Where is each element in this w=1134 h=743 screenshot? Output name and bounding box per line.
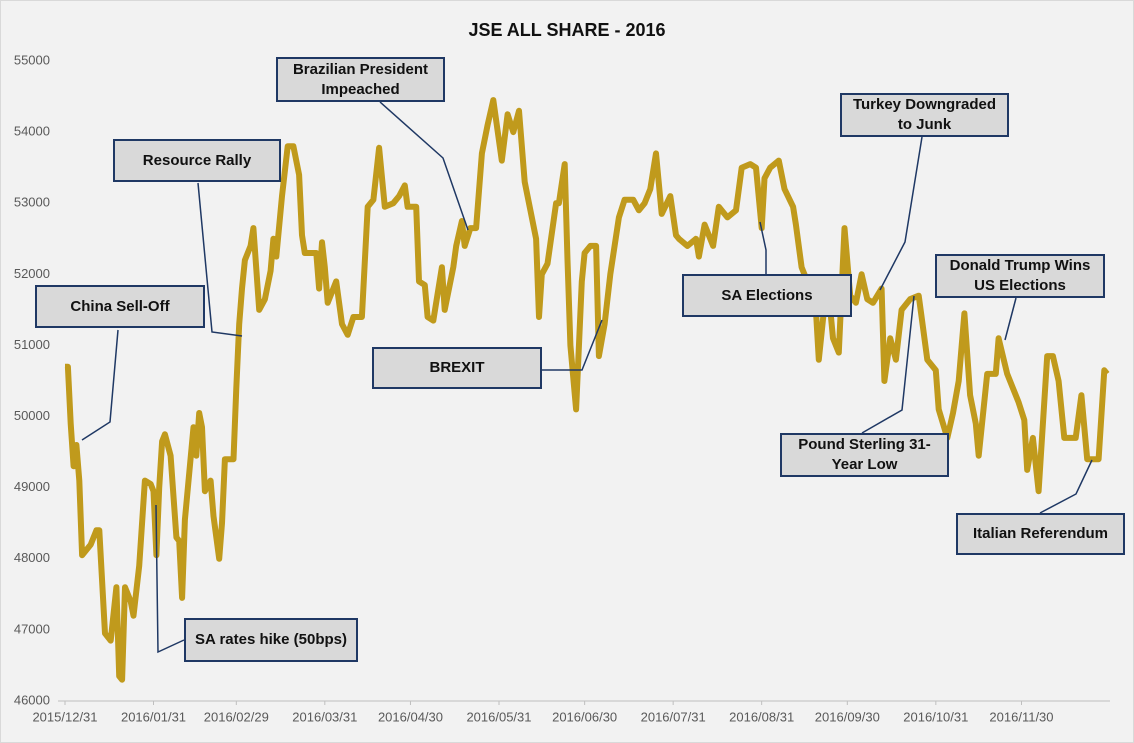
x-tick-label: 2016/11/30	[989, 709, 1053, 724]
annotation-leader	[197, 182, 243, 337]
annotation-leader	[1039, 459, 1093, 514]
y-tick-label: 55000	[14, 52, 50, 67]
annotation: SA Elections	[682, 274, 852, 317]
x-tick-label: 2016/04/30	[378, 709, 443, 724]
annotation: Brazilian President Impeached	[276, 57, 445, 102]
y-tick-label: 52000	[14, 266, 50, 281]
x-tick-label: 2016/05/31	[466, 709, 531, 724]
x-tick-label: 2016/06/30	[552, 709, 617, 724]
annotation-leader	[542, 319, 603, 371]
annotation-leader	[879, 136, 923, 291]
annotation-leader	[1004, 297, 1017, 341]
y-tick-label: 51000	[14, 337, 50, 352]
x-tick-label: 2016/08/31	[729, 709, 794, 724]
annotation: Resource Rally	[113, 139, 281, 182]
annotation-leader	[155, 504, 185, 654]
annotation: China Sell-Off	[35, 285, 205, 328]
y-tick-label: 50000	[14, 408, 50, 423]
x-tick-label: 2015/12/31	[32, 709, 97, 724]
y-tick-label: 53000	[14, 195, 50, 210]
y-tick-label: 46000	[14, 692, 50, 707]
annotation-leader	[861, 295, 915, 434]
y-tick-label: 54000	[14, 124, 50, 139]
annotation: BREXIT	[372, 347, 542, 389]
line-series	[64, 97, 1110, 683]
annotation: Pound Sterling 31-Year Low	[780, 433, 949, 477]
annotation-leader	[379, 101, 469, 231]
annotation-leader	[759, 221, 767, 274]
annotation: SA rates hike (50bps)	[184, 618, 358, 662]
y-tick-label: 49000	[14, 479, 50, 494]
x-tick-label: 2016/01/31	[121, 709, 186, 724]
annotation: Italian Referendum	[956, 513, 1125, 555]
x-tick-label: 2016/07/31	[641, 709, 706, 724]
y-tick-label: 47000	[14, 621, 50, 636]
x-tick-label: 2016/02/29	[204, 709, 269, 724]
x-tick-label: 2016/10/31	[903, 709, 968, 724]
annotation: Donald Trump Wins US Elections	[935, 254, 1105, 298]
x-tick-label: 2016/03/31	[292, 709, 357, 724]
annotation-leader	[81, 329, 119, 441]
y-tick-label: 48000	[14, 550, 50, 565]
annotation: Turkey Downgraded to Junk	[840, 93, 1009, 137]
chart-title: JSE ALL SHARE - 2016	[468, 20, 665, 40]
x-tick-label: 2016/09/30	[815, 709, 880, 724]
